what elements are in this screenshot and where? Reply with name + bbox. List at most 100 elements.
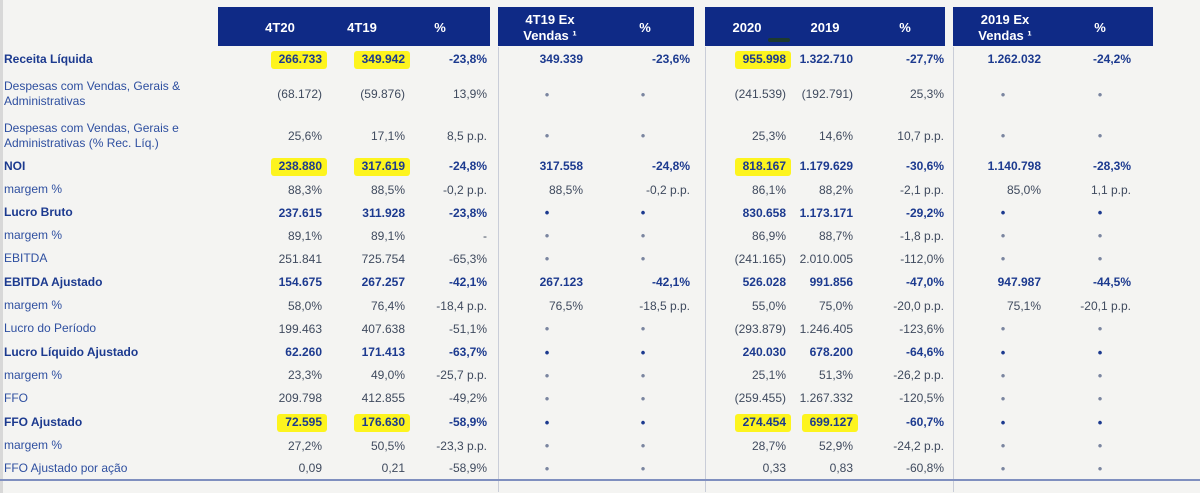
table-cell: -47,0% [905,275,944,289]
table-row: Lucro Líquido Ajustado 62.260 171.413 -63,7… [0,340,1160,364]
table-cell: 88,3% [287,182,322,197]
row-label: Despesas com Vendas, Gerais e Administra… [4,120,179,150]
table-row: margem % 88,3% 88,5% -0,2 p.p. 88,5% -0,2 p.p… [0,178,1160,201]
table-cell: 88,2% [818,182,853,197]
table-cell: 89,1% [287,228,322,243]
table-cell: (293.879) [734,321,786,336]
table-cell: -49,2% [448,391,487,405]
table-cell: 13,9% [452,87,487,101]
table-cell: -18,5 p.p. [639,298,690,313]
table-cell: 0,09 [298,461,322,475]
table-cell: • [640,205,646,220]
table-cell: 317.558 [539,159,583,173]
table-cell: 27,2% [287,438,322,453]
table-cell: 28,7% [751,438,786,453]
table-cell: -60,8% [905,461,944,475]
table-cell: • [640,390,646,406]
table-bottom-line [0,479,1200,481]
row-label: Lucro do Período [4,321,97,335]
table-cell: 266.733 [270,47,328,71]
table-cell: 1,1 p.p. [1090,182,1131,197]
table-cell: • [1000,228,1006,243]
table-cell: -58,9% [448,461,487,475]
table-cell: 88,5% [548,182,583,197]
table-cell: • [1097,86,1103,102]
table-cell: 699.127 [801,410,859,434]
table-cell: • [640,344,646,360]
table-cell: • [1000,367,1006,383]
table-cell: 85,0% [1006,182,1041,197]
table-cell: • [544,251,550,266]
table-cell: 171.413 [361,345,405,359]
table-cell: -23,3 p.p. [436,438,487,453]
table-cell: 349.339 [539,52,583,66]
table-cell: -1,8 p.p. [899,228,944,243]
table-cell: • [1097,321,1103,336]
table-cell: -23,6% [651,52,690,66]
table-cell: • [544,460,550,476]
table-cell: • [640,251,646,266]
table-cell: • [1097,251,1103,266]
table-cell: 2.010.005 [799,251,853,266]
col-header-ex-pct: % [639,20,651,35]
table-cell: 1.179.629 [799,159,853,173]
table-cell: -23,8% [448,205,487,220]
table-cell: -23,8% [448,52,487,66]
table-cell: 176.630 [353,410,411,434]
table-cell: -24,2% [1092,52,1131,66]
header-year-block [705,7,945,46]
table-cell: 1.322.710 [799,52,853,66]
table-cell: 955.998 [734,47,792,71]
table-cell: 86,9% [751,228,786,243]
table-row: FFO Ajustado por ação 0,09 0,21 -58,9% • • 0,3… [0,457,1160,479]
table-cell: -20,0 p.p. [893,298,944,313]
table-cell: 991.856 [809,275,853,289]
table-cell: -20,1 p.p. [1080,298,1131,313]
row-label: FFO Ajustado por ação [4,460,128,475]
table-row: EBITDA Ajustado 154.675 267.257 -42,1% 267.1… [0,270,1160,294]
table-cell: 62.260 [285,345,322,359]
table-cell: 238.880 [270,154,328,178]
row-label: EBITDA [4,251,48,265]
table-cell: -28,3% [1092,159,1131,173]
table-cell: 407.638 [361,321,405,336]
col-header-4t19-ex-line2: Vendas ¹ [523,28,577,43]
table-cell: • [1097,205,1103,220]
table-cell: 52,9% [818,438,853,453]
table-cell: 349.942 [353,47,411,71]
table-cell: -65,3% [448,251,487,266]
col-header-2019: 2019 [810,20,840,35]
table-cell: 14,6% [818,128,853,143]
table-cell: -112,0% [900,251,944,266]
table-cell: -25,7 p.p. [436,368,487,382]
table-cell: 51,3% [818,368,853,382]
table-cell: -64,6% [905,345,944,359]
row-label: Despesas com Vendas, Gerais & Administra… [4,79,181,108]
table-cell: -0,2 p.p. [645,182,690,197]
table-cell: 76,5% [548,298,583,313]
table-row: margem % 23,3% 49,0% -25,7 p.p. • • 25,1% 51,3%… [0,364,1160,386]
table-cell: -123,6% [899,321,944,336]
table-cell: 412.855 [361,391,405,405]
table-cell: 1.246.405 [799,321,853,336]
row-label: margem % [4,228,63,242]
table-cell: • [544,128,550,143]
table-cell: • [640,228,646,243]
table-cell: • [544,205,550,220]
table-cell: 830.658 [742,205,786,220]
table-cell: 89,1% [370,228,405,243]
table-cell: 75,1% [1006,298,1041,313]
table-cell: • [544,414,550,430]
table-cell: -42,1% [651,275,690,289]
row-label: margem % [4,182,63,196]
row-label: margem % [4,438,63,452]
table-cell: 10,7 p.p. [897,128,944,143]
table-cell: 526.028 [742,275,786,289]
table-cell: • [1000,344,1006,360]
table-cell: -0,2 p.p. [442,182,487,197]
table-row: Receita Líquida 266.733 349.942 -23,8% 349.3… [0,47,1160,71]
table-cell: 240.030 [742,345,786,359]
table-cell: • [1000,414,1006,430]
table-row: FFO Ajustado 72.595 176.630 -58,9% • • 274.454… [0,410,1160,434]
table-cell: -60,7% [905,415,944,429]
